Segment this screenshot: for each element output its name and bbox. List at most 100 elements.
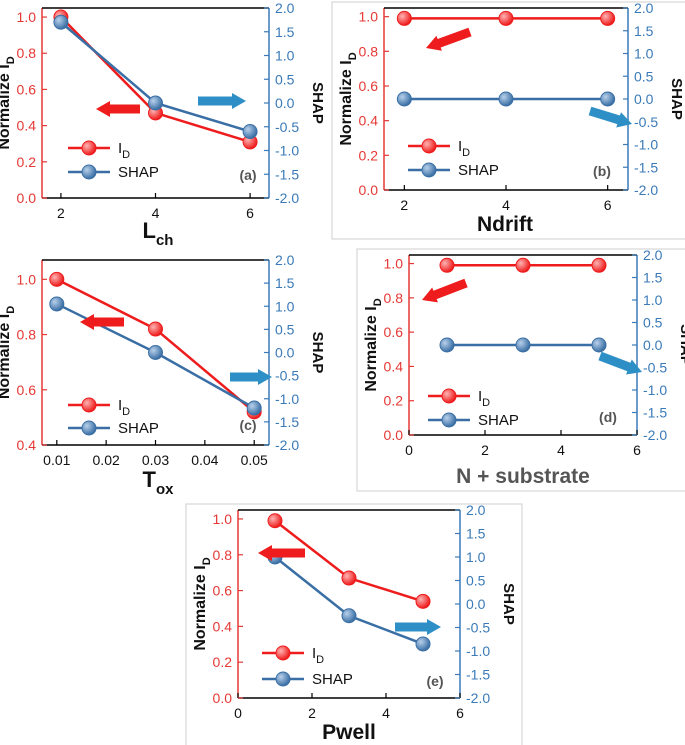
left-axis-arrow-shape xyxy=(96,101,140,117)
shap-data-point xyxy=(498,91,514,107)
panel-label: (c) xyxy=(239,417,256,433)
id-data-point xyxy=(515,257,531,273)
legend-label-main: SHAP xyxy=(478,412,519,429)
left-y-axis-label: Normalize ID xyxy=(338,52,359,145)
x-tick-label: 0.03 xyxy=(142,452,169,468)
right-y-tick-label: 0.0 xyxy=(275,95,295,111)
left-y-tick-label: 0.6 xyxy=(384,324,404,340)
left-axis-arrow-shape xyxy=(80,314,124,330)
right-y-tick-label: 2.0 xyxy=(275,252,295,268)
legend-label-sub: D xyxy=(122,149,130,161)
legend-label-shap: SHAP xyxy=(118,420,159,437)
right-y-tick-label: 2.0 xyxy=(634,0,654,16)
right-y-tick-label: 2.0 xyxy=(275,0,295,16)
id-data-point xyxy=(148,321,163,337)
legend-label-main: SHAP xyxy=(312,671,353,688)
legend-marker xyxy=(421,138,437,154)
x-tick-label: 0.01 xyxy=(43,452,70,468)
x-tick-label: 6 xyxy=(246,205,254,221)
shap-data-point xyxy=(148,95,163,111)
panel-border xyxy=(185,503,523,745)
right-y-tick-label: -2.0 xyxy=(466,690,490,706)
legend-label-shap: SHAP xyxy=(312,671,353,688)
right-y-tick-label: 0.0 xyxy=(466,596,486,612)
shap-data-point xyxy=(341,608,357,624)
id-data-point xyxy=(341,570,357,586)
left-y-axis-label-main: Normalize I xyxy=(338,60,355,145)
right-y-tick-label: -0.5 xyxy=(275,119,299,135)
right-axis-arrow-shape xyxy=(588,106,633,128)
x-tick-label: 4 xyxy=(152,205,160,221)
right-y-tick-label: -2.0 xyxy=(275,437,299,453)
x-axis-label-main: L xyxy=(143,218,156,243)
shap-data-point xyxy=(53,14,69,30)
x-axis-label: Pwell xyxy=(322,721,376,744)
x-tick-label: 4 xyxy=(502,197,510,213)
right-y-axis-label: SHAP xyxy=(500,583,517,625)
left-y-tick-label: 0.4 xyxy=(17,118,37,134)
x-tick-label: 0.04 xyxy=(191,452,218,468)
left-y-tick-label: 0.0 xyxy=(359,182,379,198)
left-axis-arrow-shape xyxy=(422,278,468,303)
right-y-axis-label: SHAP xyxy=(309,82,326,124)
right-y-tick-label: -1.5 xyxy=(643,405,667,421)
left-y-axis-label-sub: D xyxy=(5,56,17,64)
x-tick-label: 6 xyxy=(604,197,612,213)
x-axis-label-main: T xyxy=(143,467,157,492)
legend-marker xyxy=(81,164,97,180)
right-y-tick-label: 0.5 xyxy=(634,68,654,84)
legend-label-main: I xyxy=(118,397,122,414)
shap-data-point xyxy=(591,337,607,353)
right-y-tick-label: -2.0 xyxy=(643,427,667,443)
left-y-axis-label: Normalize ID xyxy=(192,557,213,650)
legend-marker xyxy=(421,162,437,178)
left-y-tick-label: 0.8 xyxy=(359,43,379,59)
right-y-tick-label: -1.5 xyxy=(634,159,658,175)
left-y-tick-label: 0.4 xyxy=(384,358,404,374)
right-y-tick-label: 1.5 xyxy=(275,275,295,291)
right-y-axis-label: SHAP xyxy=(309,332,326,374)
left-y-tick-label: 0.8 xyxy=(17,45,37,61)
x-axis-label-main: N + substrate xyxy=(456,465,590,488)
legend-label-main: SHAP xyxy=(118,420,159,437)
legend-label-main: I xyxy=(312,645,316,662)
left-axis-arrow-shape xyxy=(426,27,472,51)
legend-label-main: SHAP xyxy=(458,162,499,179)
left-y-axis-label-main: Normalize I xyxy=(363,306,380,391)
right-y-tick-label: -1.0 xyxy=(275,391,299,407)
legend-marker xyxy=(441,388,457,404)
right-y-tick-label: 1.5 xyxy=(634,23,654,39)
left-y-tick-label: 1.0 xyxy=(384,256,404,272)
right-y-tick-label: -1.0 xyxy=(275,143,299,159)
legend-marker xyxy=(81,140,97,156)
right-y-axis-label: SHAP xyxy=(677,324,685,366)
left-axis-arrow xyxy=(96,101,140,117)
x-axis-label-sub: ch xyxy=(156,232,174,249)
right-y-axis-label: SHAP xyxy=(668,78,685,120)
legend-label-id: ID xyxy=(478,388,490,409)
x-tick-label: 0.05 xyxy=(241,452,268,468)
x-tick-label: 2 xyxy=(308,705,316,721)
x-axis-label-main: Ndrift xyxy=(477,213,533,236)
legend-label-sub: D xyxy=(482,397,490,409)
right-axis-arrow-shape xyxy=(198,93,246,109)
left-axis-arrow xyxy=(80,314,124,330)
left-axis-arrow xyxy=(258,545,305,561)
shap-data-point xyxy=(396,91,412,107)
shap-data-point xyxy=(415,636,431,652)
left-y-axis-label: Normalize ID xyxy=(363,298,384,391)
left-y-tick-label: 1.0 xyxy=(359,9,379,25)
left-y-axis-label: Normalize ID xyxy=(0,306,17,399)
x-tick-label: 4 xyxy=(557,442,565,458)
right-axis-arrow-shape xyxy=(598,351,642,375)
x-axis-label-sub: ox xyxy=(156,481,174,498)
right-axis-arrow xyxy=(588,106,633,128)
shap-data-point xyxy=(148,345,163,360)
right-y-tick-label: -2.0 xyxy=(275,190,299,206)
left-y-tick-label: 0.6 xyxy=(213,583,233,599)
shap-data-point xyxy=(439,337,455,353)
panel-a: 2 4 6 0.0 0.2 0.4 0.6 0.8 1.0 2.0 1.5 1.0 0.5 0.0 -0.5… xyxy=(0,0,326,249)
legend-label-shap: SHAP xyxy=(118,164,159,181)
left-axis-arrow-shape xyxy=(258,545,305,561)
shap-data-point xyxy=(49,296,65,312)
